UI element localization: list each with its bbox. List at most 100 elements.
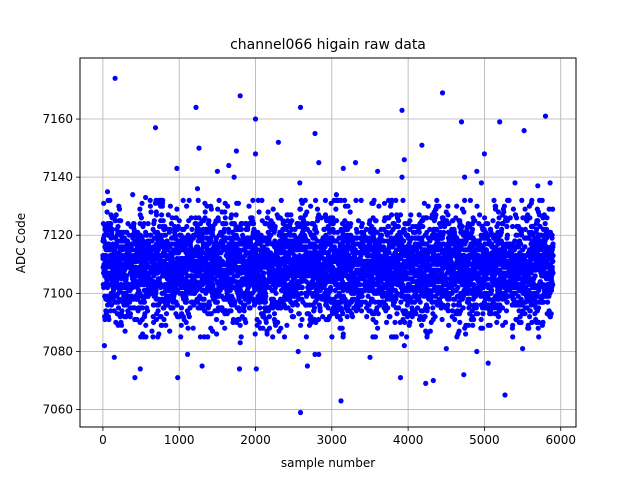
- data-point: [107, 308, 114, 314]
- data-point: [432, 314, 438, 320]
- data-point: [141, 241, 147, 247]
- data-point: [259, 197, 265, 203]
- data-point: [202, 302, 208, 308]
- data-point: [413, 311, 419, 317]
- data-point: [322, 197, 328, 203]
- data-point: [385, 305, 391, 311]
- data-point: [463, 331, 469, 337]
- data-point: [358, 197, 364, 203]
- data-point: [480, 311, 486, 317]
- data-point: [236, 308, 243, 314]
- data-point: [457, 319, 463, 325]
- data-point: [115, 223, 121, 230]
- data-point: [161, 316, 167, 323]
- data-point: [266, 325, 273, 331]
- data-point: [162, 223, 168, 230]
- data-point: [252, 331, 258, 337]
- data-point: [169, 215, 175, 221]
- data-point: [373, 218, 379, 224]
- data-point: [141, 299, 147, 305]
- data-point: [139, 305, 145, 311]
- data-point: [265, 209, 271, 215]
- data-point: [407, 319, 413, 325]
- data-point: [101, 200, 107, 206]
- data-point: [225, 203, 231, 209]
- data-point: [170, 305, 176, 311]
- data-point: [373, 319, 379, 325]
- data-point: [451, 302, 457, 308]
- data-point: [338, 316, 344, 323]
- data-point: [439, 316, 445, 323]
- data-point: [302, 197, 308, 203]
- data-point: [187, 305, 193, 311]
- data-point: [396, 218, 402, 224]
- data-point: [202, 209, 208, 215]
- data-point: [210, 232, 216, 238]
- data-point: [204, 203, 210, 209]
- data-point: [143, 322, 149, 328]
- data-point: [289, 218, 295, 224]
- data-point: [175, 223, 181, 230]
- data-point: [174, 206, 180, 212]
- data-point: [359, 221, 365, 227]
- data-point: [284, 322, 290, 328]
- data-point: [347, 209, 353, 215]
- data-point: [378, 232, 385, 238]
- data-point: [148, 232, 154, 238]
- data-point: [433, 212, 439, 218]
- data-point: [313, 197, 319, 203]
- data-point: [115, 305, 122, 311]
- data-point: [131, 221, 137, 227]
- data-point: [207, 302, 213, 308]
- data-point: [215, 218, 221, 224]
- data-point: [445, 302, 451, 308]
- data-point: [400, 197, 406, 203]
- data-point: [210, 328, 216, 334]
- data-point: [206, 218, 212, 224]
- data-point: [473, 302, 480, 308]
- data-point: [153, 287, 159, 293]
- data-point: [376, 203, 382, 209]
- data-point: [328, 287, 334, 293]
- data-point: [278, 197, 284, 203]
- data-point: [153, 316, 160, 323]
- data-point: [393, 334, 399, 340]
- data-point: [402, 319, 408, 325]
- data-point: [271, 311, 278, 317]
- data-point: [340, 331, 346, 337]
- data-point: [349, 314, 356, 320]
- data-point: [364, 314, 370, 320]
- data-point: [109, 226, 115, 232]
- data-point: [297, 206, 303, 212]
- data-point: [273, 290, 279, 296]
- data-point: [167, 328, 173, 334]
- data-point: [261, 270, 267, 276]
- data-point: [190, 325, 196, 331]
- data-point: [143, 334, 149, 340]
- data-point: [294, 302, 300, 308]
- data-point: [250, 197, 256, 203]
- data-point: [178, 334, 184, 340]
- data-point: [214, 299, 220, 305]
- data-point: [137, 206, 143, 212]
- data-point: [288, 212, 294, 218]
- data-point: [215, 206, 221, 212]
- data-point: [186, 314, 192, 320]
- data-point: [183, 319, 189, 325]
- data-point: [242, 302, 248, 308]
- data-point: [263, 293, 269, 299]
- data-point: [148, 209, 154, 215]
- data-point: [165, 212, 171, 218]
- data-point: [241, 308, 247, 314]
- data-point: [396, 305, 402, 311]
- data-point: [162, 232, 169, 238]
- data-point: [353, 197, 359, 203]
- data-point: [167, 203, 173, 209]
- data-point: [456, 328, 462, 334]
- data-point: [246, 203, 252, 209]
- data-point: [108, 221, 114, 227]
- data-point: [238, 334, 244, 340]
- data-point: [200, 250, 206, 256]
- data-point: [333, 206, 339, 212]
- data-point: [145, 221, 151, 227]
